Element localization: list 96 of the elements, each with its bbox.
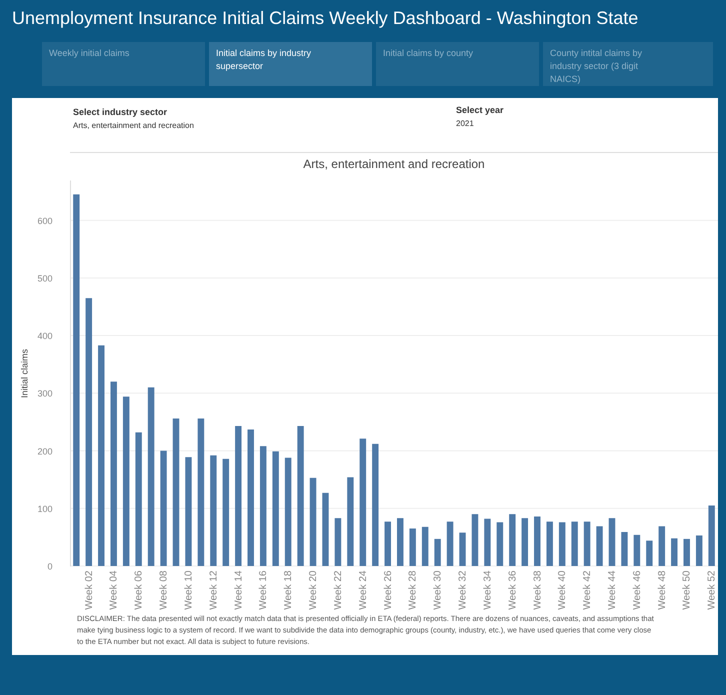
bar <box>160 450 167 566</box>
text: County intital claims by industry sector (3 digit NAICS) <box>550 48 643 84</box>
bar <box>297 426 304 566</box>
bar <box>671 538 678 566</box>
bar <box>496 522 504 566</box>
x-tick-label: Week 08 <box>158 570 170 610</box>
bar <box>210 455 217 566</box>
bar <box>372 444 379 566</box>
bar <box>248 429 254 566</box>
x-tick-label: Week 40 <box>557 570 568 610</box>
x-tick-label: Week 14 <box>233 570 244 610</box>
bar <box>422 526 428 566</box>
x-tick-label: Week 02 <box>84 570 95 610</box>
bar <box>284 458 292 566</box>
bar <box>185 457 192 566</box>
bar <box>534 516 540 566</box>
y-tick-label: 600 <box>37 216 52 226</box>
x-tick-label: Week 12 <box>208 570 220 610</box>
text: Weekly initial claims <box>49 48 130 58</box>
x-tick-label: Week 22 <box>332 570 344 610</box>
bar <box>272 451 279 566</box>
x-tick-label: Week 34 <box>482 570 494 610</box>
bar <box>596 526 603 566</box>
x-tick-label: Week 38 <box>532 570 544 610</box>
bar <box>110 382 117 566</box>
y-tick-label: 200 <box>37 446 52 456</box>
bar <box>684 538 690 566</box>
x-tick-label: Week 06 <box>134 570 145 610</box>
x-tick-label: Week 28 <box>408 570 419 610</box>
bar <box>334 518 342 566</box>
x-tick-label: Week 42 <box>582 570 594 610</box>
bar <box>73 194 80 566</box>
bar <box>222 458 230 566</box>
bar <box>148 387 154 566</box>
y-tick-label: 100 <box>37 504 52 514</box>
bar <box>347 477 354 566</box>
x-tick-label: Week 32 <box>458 570 469 610</box>
bar <box>546 522 553 566</box>
bar <box>235 426 242 566</box>
bar <box>446 522 454 566</box>
bar <box>322 492 329 566</box>
bar <box>434 538 441 566</box>
x-tick-label: Week 46 <box>632 570 643 610</box>
bar <box>608 518 616 566</box>
y-tick-label: 500 <box>37 273 52 284</box>
bar <box>584 522 590 566</box>
y-axis-title: Initial claims <box>19 348 30 398</box>
x-tick-label: Week 26 <box>382 570 394 610</box>
text: Arts, entertainment and recreation <box>73 121 194 130</box>
bar <box>696 535 702 566</box>
y-tick-label: 400 <box>37 331 52 342</box>
bar <box>634 534 640 566</box>
x-tick-label: Week 36 <box>507 570 518 610</box>
bar <box>86 298 92 566</box>
bar <box>708 506 715 566</box>
x-tick-label: Week 04 <box>108 570 120 610</box>
x-tick-label: Week 52 <box>706 570 718 610</box>
text: Select year <box>456 105 504 115</box>
x-tick-label: Week 48 <box>656 570 668 610</box>
text: Initial claims by industry supersector <box>216 48 312 71</box>
bar <box>522 518 528 566</box>
bar <box>472 514 478 566</box>
chart-title: Unemployment Insurance Initial Claims Weekly Dashboard - Washington State <box>12 8 638 28</box>
bar <box>122 396 130 566</box>
bar <box>384 522 391 566</box>
x-tick-label: Week 20 <box>308 570 320 610</box>
x-tick-label: Week 50 <box>682 570 693 610</box>
bar <box>260 446 266 566</box>
bar <box>621 532 628 566</box>
y-tick-label: 0 <box>47 562 52 572</box>
text: 2021 <box>456 119 474 128</box>
x-tick-label: Week 30 <box>432 570 444 610</box>
bar <box>172 418 180 566</box>
bar <box>558 522 566 566</box>
bar <box>646 540 653 566</box>
bar <box>509 514 516 566</box>
x-tick-label: Week 24 <box>358 570 369 610</box>
bar <box>571 522 578 566</box>
x-tick-label: Week 16 <box>258 570 270 610</box>
bar <box>484 518 491 566</box>
bar <box>658 526 666 566</box>
y-tick-label: 300 <box>37 388 52 399</box>
bar <box>198 418 204 566</box>
text: Select industry sector <box>73 107 168 117</box>
bar <box>397 518 404 566</box>
bar <box>135 432 142 566</box>
bar <box>310 478 316 566</box>
chart-subtitle: Arts, entertainment and recreation <box>303 157 485 171</box>
text: Initial claims by county <box>383 48 474 58</box>
x-tick-label: Week 44 <box>606 570 618 610</box>
bar <box>409 528 416 566</box>
bar <box>98 345 104 566</box>
bar <box>459 532 466 566</box>
bar <box>360 438 366 566</box>
x-tick-label: Week 18 <box>283 570 294 610</box>
x-tick-label: Week 10 <box>183 570 194 610</box>
